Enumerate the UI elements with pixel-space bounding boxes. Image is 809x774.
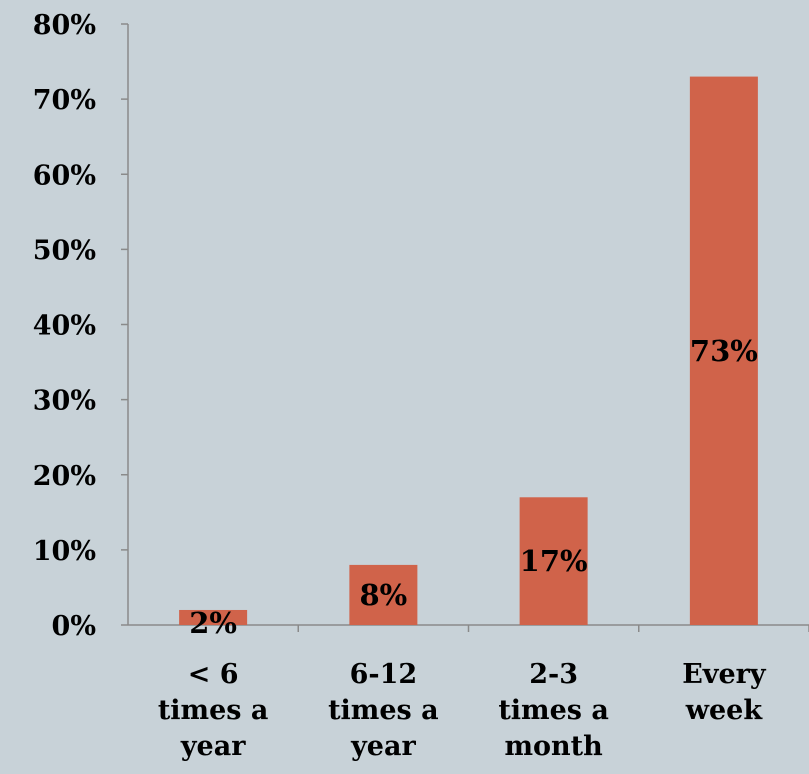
x-category-label: 2-3 times a month	[498, 659, 609, 762]
data-label: 17%	[520, 544, 588, 578]
y-tick-label: 40%	[33, 311, 96, 342]
bars	[179, 76, 758, 625]
y-tick-label: 20%	[33, 461, 96, 492]
data-label: 73%	[690, 334, 758, 368]
data-label: 8%	[360, 578, 408, 612]
x-category-label: Every week	[682, 659, 767, 726]
y-tick-label: 70%	[33, 85, 96, 116]
y-tick-label: 60%	[33, 160, 96, 191]
bar	[349, 564, 418, 625]
x-category-label: 6-12 times a year	[328, 659, 439, 762]
y-tick-label: 50%	[33, 235, 96, 266]
y-tick-label: 10%	[33, 536, 96, 567]
data-label: 2%	[189, 606, 237, 640]
bar	[519, 497, 588, 625]
bar	[689, 76, 758, 625]
data-labels: 2% 8% 17% 73%	[189, 334, 758, 640]
y-tick-label: 0%	[52, 611, 96, 642]
y-tick-label: 30%	[33, 386, 96, 417]
y-tick-label: 80%	[33, 10, 96, 41]
y-tick-labels: 0% 10% 20% 30% 40% 50% 60% 70% 80%	[33, 10, 96, 642]
bar	[179, 609, 248, 625]
x-category-label: < 6 times a year	[158, 659, 269, 762]
